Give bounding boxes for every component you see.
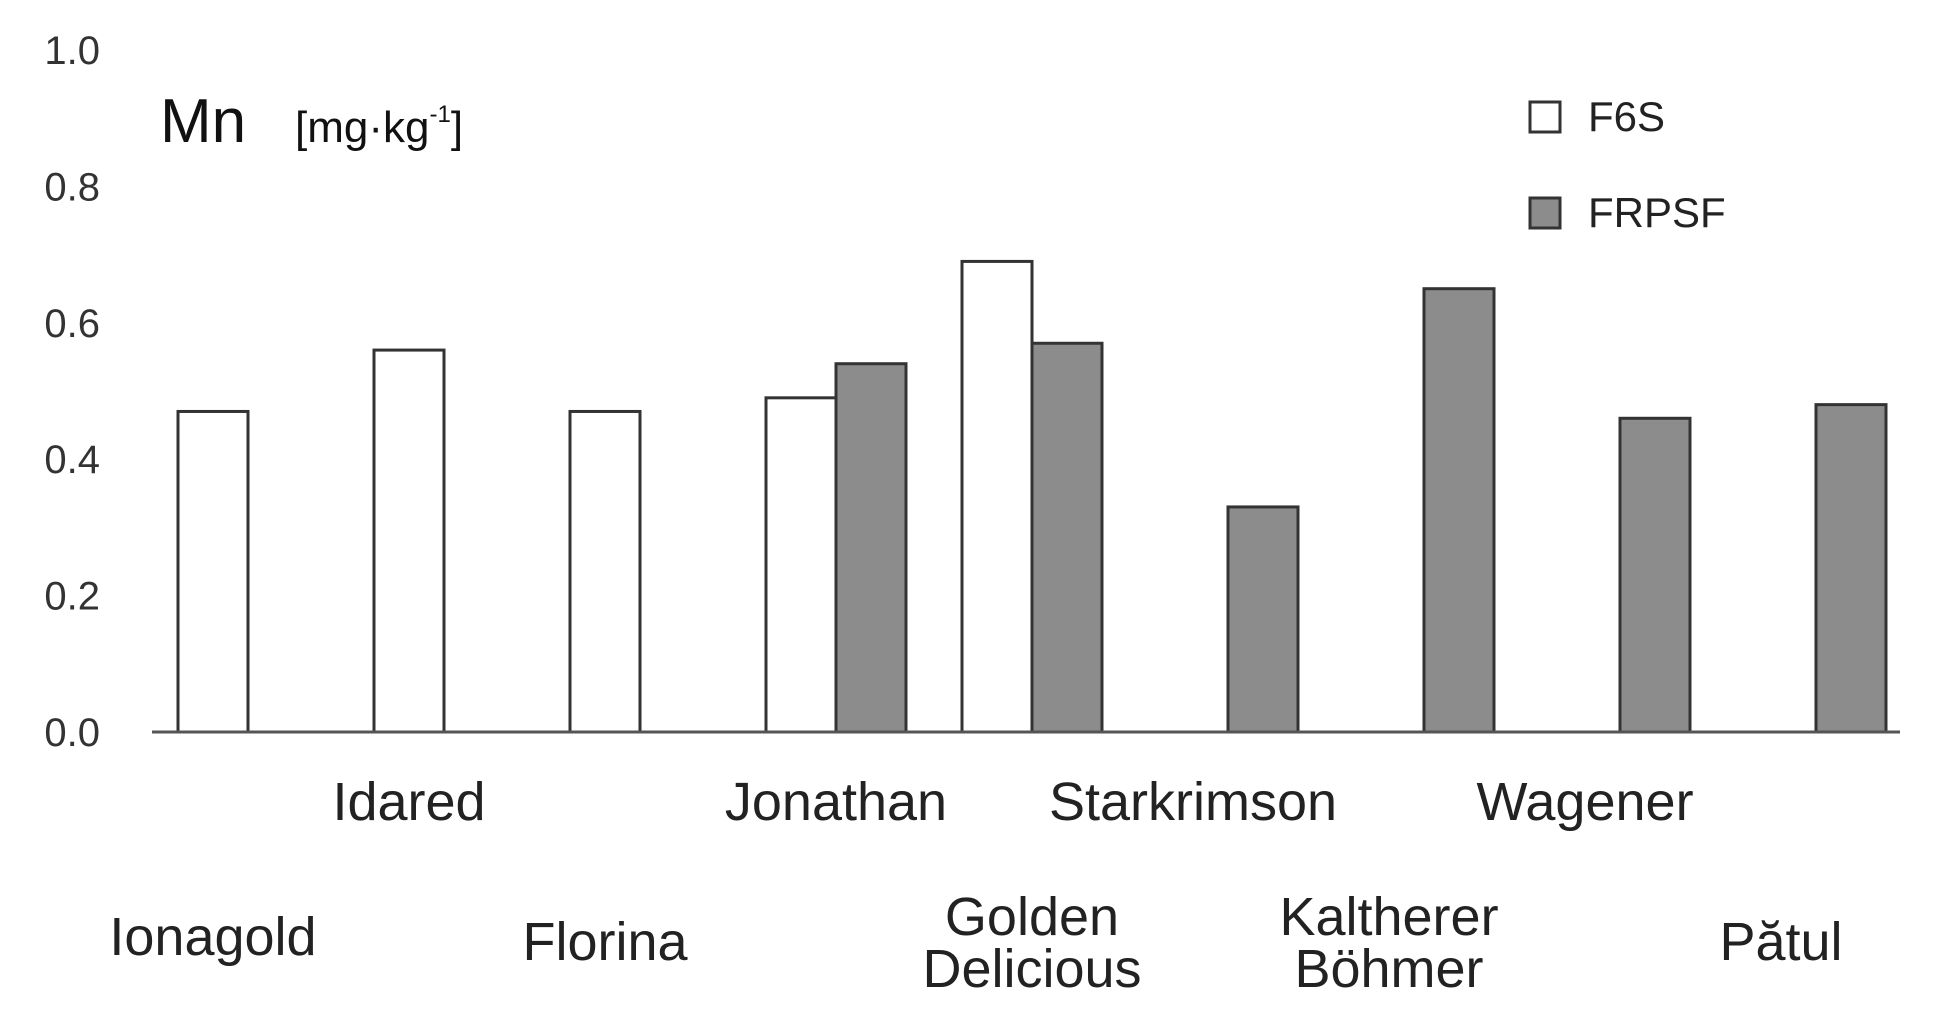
category-label: Jonathan	[725, 772, 947, 832]
category-label: Wagener	[1476, 772, 1693, 832]
category-label: Florina	[522, 912, 688, 972]
legend-label-frpsf: FRPSF	[1588, 189, 1726, 236]
y-tick-label: 1.0	[44, 29, 100, 73]
bar-f6s-florina	[568, 409, 642, 734]
category-label: Pătul	[1719, 912, 1842, 972]
bar-f6s-idared	[372, 348, 446, 734]
y-axis-label-unit: [mg·kg-1]	[295, 101, 463, 152]
y-tick-label: 0.2	[44, 575, 100, 619]
category-labels: Ionagold Idared Florina Jonathan GoldenDelic…	[109, 772, 1842, 999]
y-tick-label: 0.0	[44, 711, 100, 755]
bar-frpsf-kaltherer-b-hmer	[1422, 287, 1496, 734]
legend-label-f6s: F6S	[1588, 93, 1665, 140]
y-axis-label: Mn [mg·kg-1]	[160, 87, 463, 156]
bar-frpsf-p-tul	[1814, 403, 1888, 734]
category-label: Starkrimson	[1049, 772, 1337, 832]
bar-frpsf-jonathan	[834, 362, 908, 734]
bar-frpsf-wagener	[1618, 416, 1692, 734]
bars	[176, 259, 1888, 734]
bar-frpsf-golden-delicious	[1030, 341, 1104, 734]
y-tick-label: 0.6	[44, 302, 100, 346]
bar-frpsf-starkrimson	[1226, 505, 1300, 734]
y-tick-label: 0.4	[44, 438, 100, 482]
category-label: Böhmer	[1294, 939, 1483, 999]
y-axis-ticks: 0.0 0.2 0.4 0.6 0.8 1.0	[44, 29, 100, 755]
legend-swatch-frpsf	[1528, 196, 1562, 230]
bar-f6s-jonathan	[764, 396, 838, 734]
legend-swatch-f6s	[1528, 100, 1562, 134]
bar-f6s-ionagold	[176, 409, 250, 734]
legend: F6S FRPSF	[1528, 93, 1726, 236]
category-label: Idared	[332, 772, 485, 832]
y-axis-label-main: Mn	[160, 87, 246, 156]
y-tick-label: 0.8	[44, 165, 100, 209]
bar-f6s-golden-delicious	[960, 259, 1034, 734]
category-label: Kaltherer	[1279, 887, 1498, 947]
category-label: Golden	[945, 887, 1119, 947]
category-label: Ionagold	[109, 907, 316, 967]
category-label: Delicious	[922, 939, 1141, 999]
